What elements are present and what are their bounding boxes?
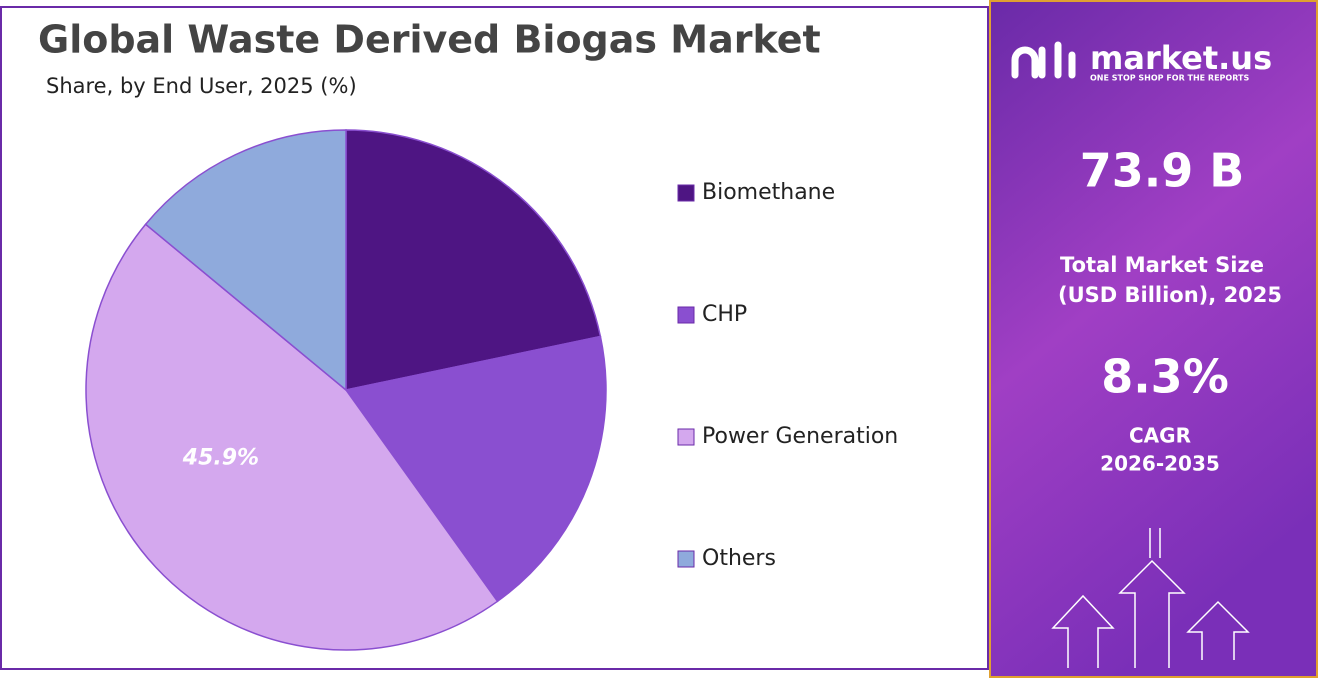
legend-swatch xyxy=(677,184,695,202)
data-label: 45.9% xyxy=(182,446,259,471)
legend-swatch xyxy=(677,428,695,446)
cagr-label: CAGR xyxy=(1129,424,1191,448)
pie-slice xyxy=(144,129,347,392)
market-size-label: Total Market Size xyxy=(1060,253,1264,277)
sidebar xyxy=(989,0,1318,678)
legend-label: Biomethane xyxy=(702,180,835,205)
pie-slice xyxy=(85,223,499,651)
legend-label: Others xyxy=(702,546,776,571)
logo xyxy=(1011,41,1076,79)
legend-label: CHP xyxy=(702,302,747,327)
cagr-period: 2026-2035 xyxy=(1100,452,1220,476)
chart-title: Global Waste Derived Biogas Market xyxy=(38,18,821,62)
chart-subtitle: Share, by End User, 2025 (%) xyxy=(46,74,357,98)
brand: market.us xyxy=(1090,39,1272,77)
arrows-icon xyxy=(1051,528,1250,668)
pie-slice xyxy=(345,129,602,391)
tagline: ONE STOP SHOP FOR THE REPORTS xyxy=(1090,74,1249,83)
cagr: 8.3% xyxy=(1101,350,1229,404)
market-size-label: (USD Billion), 2025 xyxy=(1058,283,1282,307)
legend-swatch xyxy=(677,306,695,324)
market-size: 73.9 B xyxy=(1080,144,1245,198)
legend: Biomethane CHP Power Generation Others xyxy=(677,180,898,571)
pie-slice xyxy=(344,335,607,603)
pie: 45.9% xyxy=(85,129,607,651)
legend-label: Power Generation xyxy=(702,424,898,449)
legend-swatch xyxy=(677,550,695,568)
